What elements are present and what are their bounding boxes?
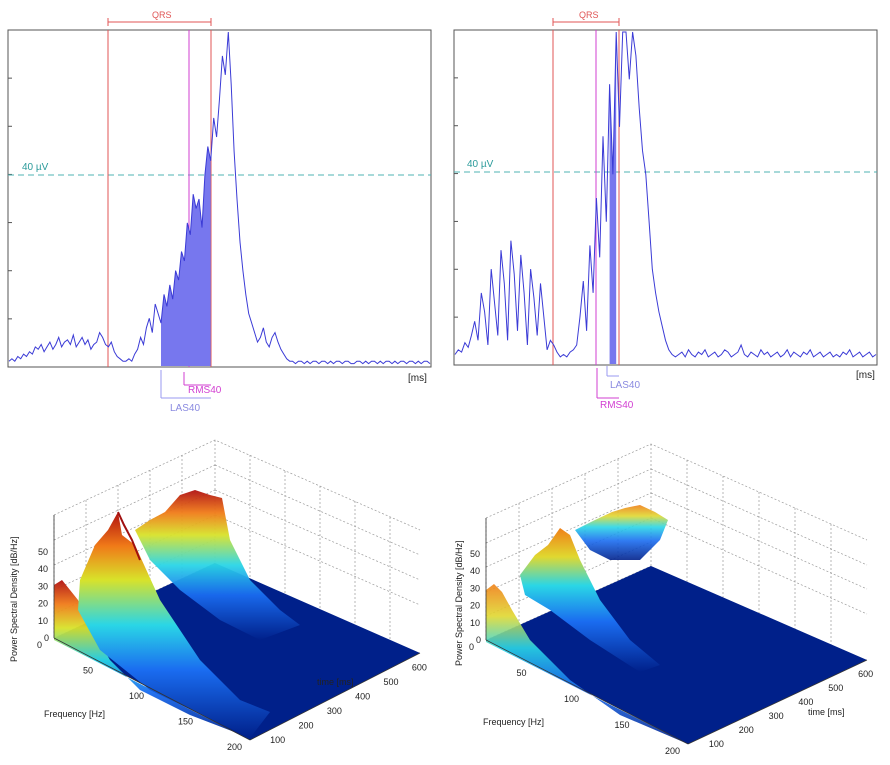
- x-axis-label: [ms]: [408, 373, 427, 384]
- x-tick-label: 100: [129, 691, 144, 701]
- z-tick-label: 0: [476, 635, 481, 645]
- x-tick-label: 150: [178, 717, 193, 727]
- z-tick-label: 10: [470, 618, 480, 628]
- x-axis-label: Frequency [Hz]: [44, 709, 105, 719]
- x-tick-label: 50: [517, 668, 527, 678]
- z-axis-label: Power Spectral Density [dB/Hz]: [454, 540, 464, 666]
- z-tick-label: 30: [470, 583, 480, 593]
- qrs-label: QRS: [152, 10, 172, 20]
- signal-line: [454, 31, 877, 358]
- surface-panel-left: 0102030405005010015020010020030040050060…: [9, 439, 427, 752]
- z-tick-label: 50: [470, 549, 480, 559]
- x-tick-label: 0: [37, 640, 42, 650]
- y-axis-label: time [ms]: [317, 677, 354, 687]
- y-tick-label: 200: [739, 725, 754, 735]
- las40-label: LAS40: [610, 380, 640, 391]
- z-tick-label: 40: [470, 566, 480, 576]
- y-tick-label: 500: [828, 683, 843, 693]
- signal-line: [8, 31, 431, 365]
- y-tick-label: 600: [858, 669, 873, 679]
- y-tick-label: 100: [709, 739, 724, 749]
- y-axis-label: time [ms]: [808, 707, 845, 717]
- threshold-label: 40 µV: [22, 162, 49, 173]
- las40-label: LAS40: [170, 403, 200, 414]
- z-tick-label: 30: [38, 581, 48, 591]
- x-tick-label: 150: [615, 720, 630, 730]
- x-tick-label: 100: [564, 694, 579, 704]
- x-tick-label: 0: [469, 642, 474, 652]
- x-axis-label: [ms]: [856, 370, 875, 381]
- y-tick-label: 200: [299, 720, 314, 730]
- x-tick-label: 200: [665, 746, 680, 756]
- y-tick-label: 300: [769, 711, 784, 721]
- y-tick-label: 300: [327, 706, 342, 716]
- y-tick-label: 600: [412, 662, 427, 672]
- qrs-label: QRS: [579, 10, 599, 20]
- x-tick-label: 50: [83, 666, 93, 676]
- surface-panel-right: 0102030405005010015020010020030040050060…: [454, 443, 873, 756]
- rms40-label: RMS40: [188, 385, 222, 396]
- z-tick-label: 50: [38, 547, 48, 557]
- ecg-panel-left: 40 µV QRS [ms] LAS40 RMS40: [7, 10, 432, 414]
- z-tick-label: 0: [44, 633, 49, 643]
- x-tick-label: 200: [227, 742, 242, 752]
- y-tick-label: 400: [798, 697, 813, 707]
- x-axis-label: Frequency [Hz]: [483, 717, 544, 727]
- y-tick-label: 500: [384, 677, 399, 687]
- rms40-label: RMS40: [600, 400, 634, 411]
- z-tick-label: 20: [470, 601, 480, 611]
- las-fill-area: [161, 146, 211, 366]
- y-tick-label: 400: [355, 691, 370, 701]
- y-tick-label: 100: [270, 735, 285, 745]
- z-tick-label: 10: [38, 616, 48, 626]
- z-axis-label: Power Spectral Density [dB/Hz]: [9, 536, 19, 662]
- ecg-panel-right: 40 µV QRS [ms] LAS40 RMS40: [453, 10, 878, 411]
- threshold-label: 40 µV: [467, 159, 494, 170]
- z-tick-label: 20: [38, 599, 48, 609]
- z-tick-label: 40: [38, 564, 48, 574]
